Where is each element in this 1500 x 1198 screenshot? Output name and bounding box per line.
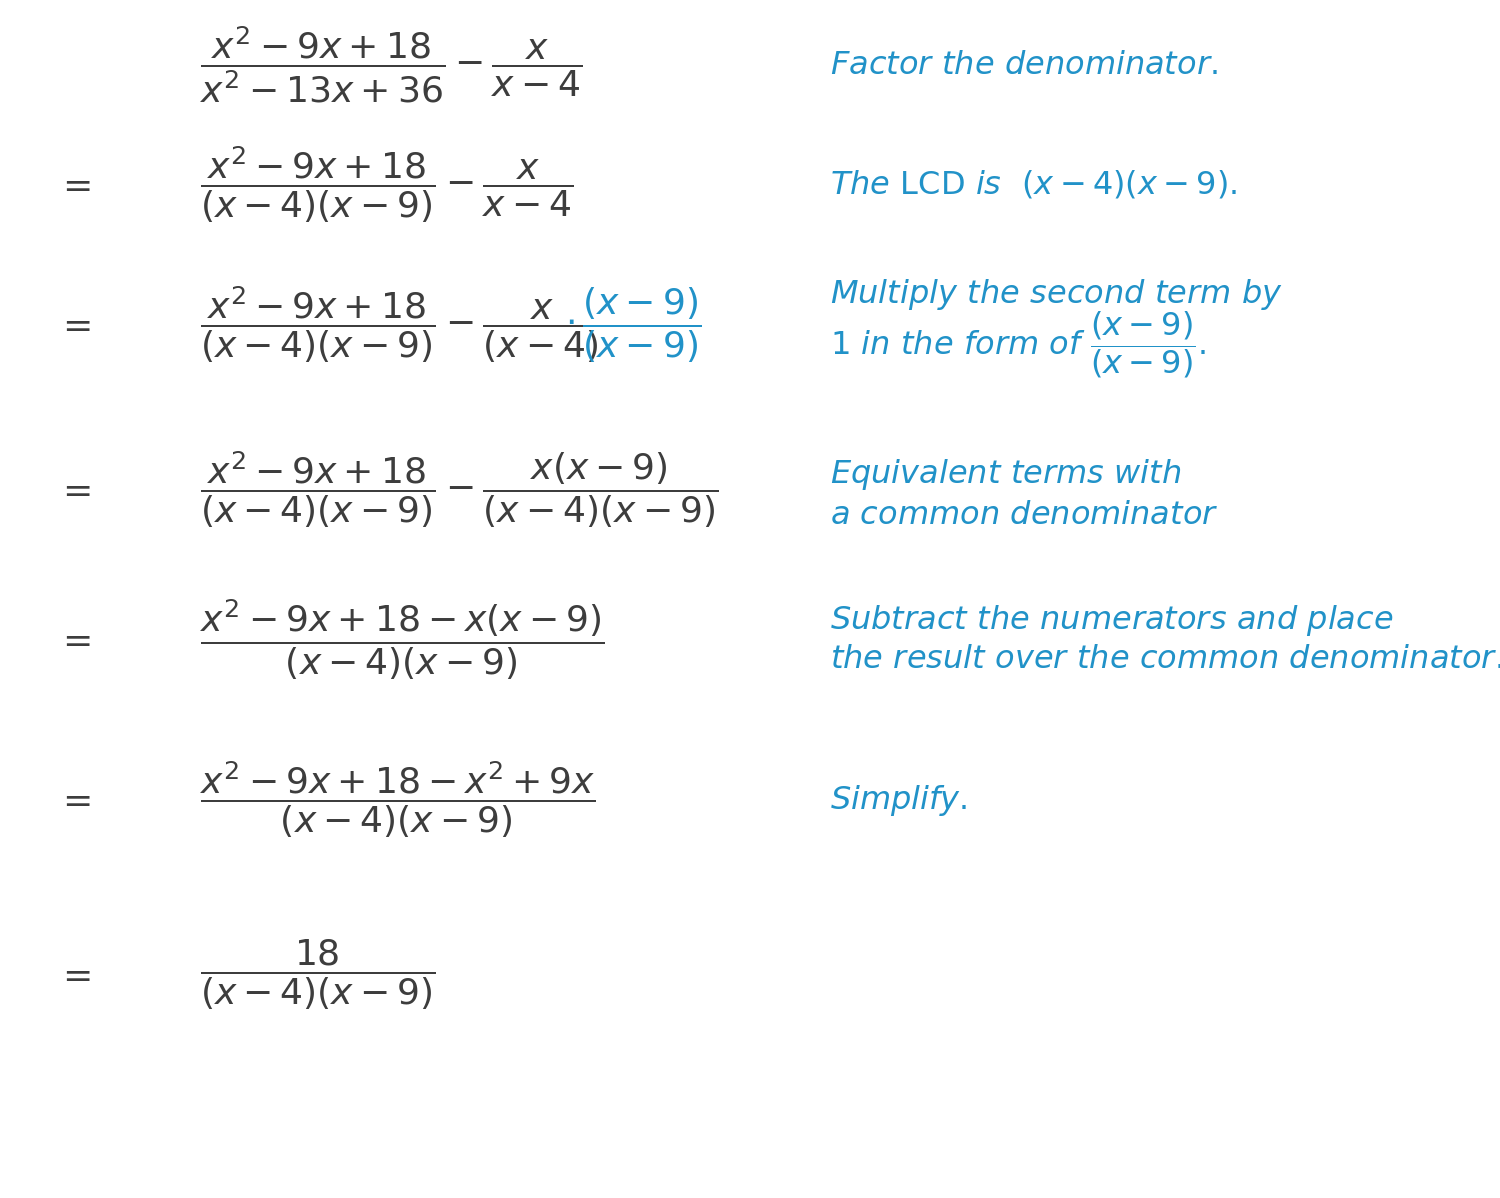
Text: $=$: $=$	[56, 958, 90, 992]
Text: $1\ \mathit{in\ the\ form\ of}\ \dfrac{(x-9)}{(x-9)}.$: $1\ \mathit{in\ the\ form\ of}\ \dfrac{(…	[830, 309, 1206, 381]
Text: $=$: $=$	[56, 168, 90, 202]
Text: $=$: $=$	[56, 623, 90, 657]
Text: $=$: $=$	[56, 308, 90, 341]
Text: $\dfrac{x^2-9x+18}{(x-4)(x-9)} - \dfrac{x}{(x-4)}$: $\dfrac{x^2-9x+18}{(x-4)(x-9)} - \dfrac{…	[200, 285, 602, 365]
Text: $\dfrac{x^2-9x+18}{(x-4)(x-9)} - \dfrac{x(x-9)}{(x-4)(x-9)}$: $\dfrac{x^2-9x+18}{(x-4)(x-9)} - \dfrac{…	[200, 449, 718, 531]
Text: $\cdot\,\dfrac{(x-9)}{(x-9)}$: $\cdot\,\dfrac{(x-9)}{(x-9)}$	[566, 285, 700, 364]
Text: $\mathit{Equivalent\ terms\ with}$: $\mathit{Equivalent\ terms\ with}$	[830, 458, 1182, 492]
Text: $\dfrac{18}{(x-4)(x-9)}$: $\dfrac{18}{(x-4)(x-9)}$	[200, 938, 436, 1012]
Text: $\mathit{Subtract\ the\ numerators\ and\ place}$: $\mathit{Subtract\ the\ numerators\ and\…	[830, 603, 1394, 637]
Text: $\mathit{a\ common\ denominator}$: $\mathit{a\ common\ denominator}$	[830, 500, 1218, 531]
Text: $=$: $=$	[56, 783, 90, 817]
Text: $\mathit{Simplify.}$: $\mathit{Simplify.}$	[830, 782, 968, 817]
Text: $\dfrac{x^2-9x+18}{(x-4)(x-9)} - \dfrac{x}{x-4}$: $\dfrac{x^2-9x+18}{(x-4)(x-9)} - \dfrac{…	[200, 145, 573, 225]
Text: $=$: $=$	[56, 473, 90, 507]
Text: $\mathit{the\ result\ over\ the\ common\ denominator.}$: $\mathit{the\ result\ over\ the\ common\…	[830, 645, 1500, 676]
Text: $\dfrac{x^2-9x+18-x(x-9)}{(x-4)(x-9)}$: $\dfrac{x^2-9x+18-x(x-9)}{(x-4)(x-9)}$	[200, 598, 604, 682]
Text: $\it{Factor\ the\ denominator.}$: $\it{Factor\ the\ denominator.}$	[830, 49, 1218, 80]
Text: $\mathit{The}\ \mathrm{LCD}\ \mathit{is}\ \ (x-4)(x-9).$: $\mathit{The}\ \mathrm{LCD}\ \mathit{is}…	[830, 169, 1238, 201]
Text: $\dfrac{x^2-9x+18-x^2+9x}{(x-4)(x-9)}$: $\dfrac{x^2-9x+18-x^2+9x}{(x-4)(x-9)}$	[200, 760, 596, 840]
Text: $\dfrac{x^2-9x+18}{x^2-13x+36} - \dfrac{x}{x-4}$: $\dfrac{x^2-9x+18}{x^2-13x+36} - \dfrac{…	[200, 25, 582, 105]
Text: $\mathit{Multiply\ the\ second\ term\ by}$: $\mathit{Multiply\ the\ second\ term\ by…	[830, 278, 1282, 313]
